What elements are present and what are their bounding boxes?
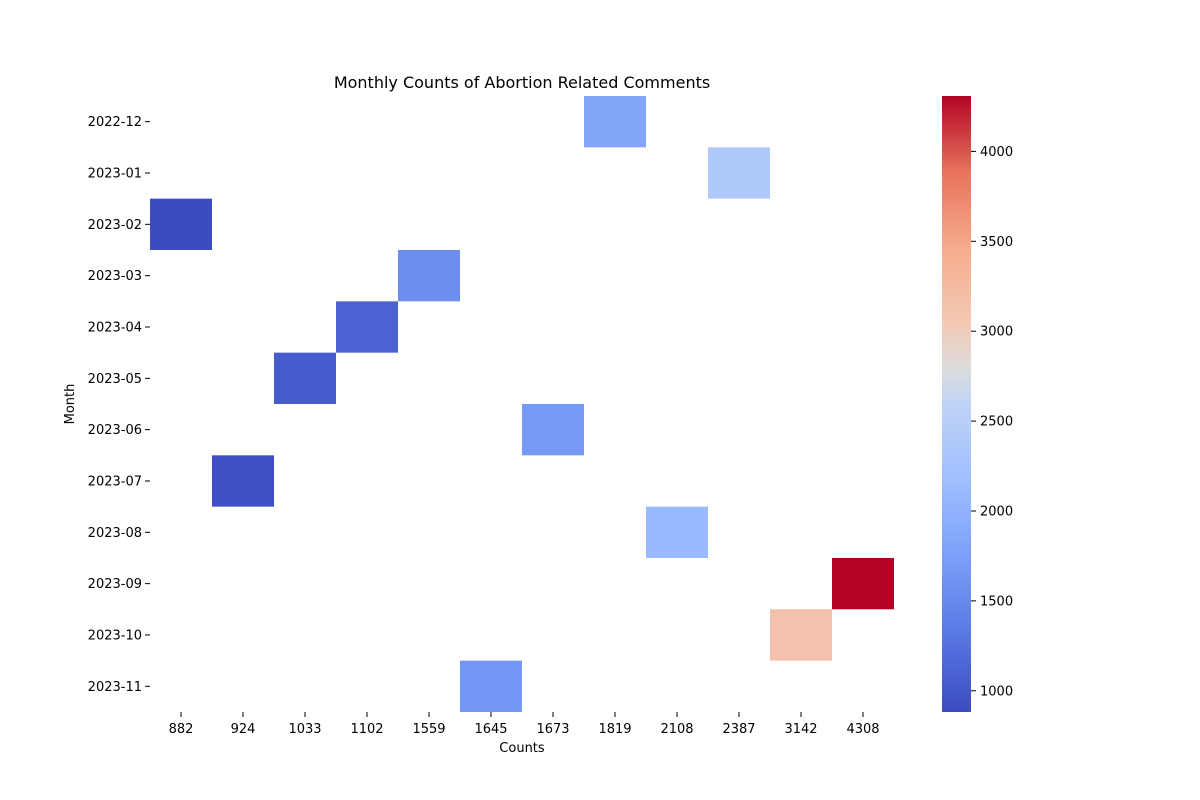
heatmap-cell — [770, 609, 832, 661]
x-tick-label: 924 — [231, 722, 256, 737]
y-tick-label: 2023-10 — [88, 628, 142, 643]
colorbar-gradient — [942, 96, 971, 712]
colorbar-tick-label: 2500 — [980, 415, 1013, 430]
heatmap-cell — [522, 403, 584, 456]
y-tick-label: 2023-09 — [88, 577, 142, 592]
y-tick-label: 2023-06 — [88, 423, 142, 438]
y-tick-label: 2023-03 — [88, 269, 142, 284]
heatmap-cell — [832, 557, 894, 610]
x-tick-label: 1645 — [474, 722, 507, 737]
heatmap-cell — [584, 96, 646, 148]
x-tick-label: 2387 — [722, 722, 755, 737]
colorbar-tick-label: 3500 — [980, 235, 1013, 250]
x-tick-label: 1819 — [598, 722, 631, 737]
y-tick-label: 2023-02 — [88, 218, 142, 233]
y-tick-label: 2022-12 — [88, 115, 142, 130]
y-tick-label: 2023-01 — [88, 166, 142, 181]
y-tick-label: 2023-05 — [88, 372, 142, 387]
y-tick-label: 2023-11 — [88, 680, 142, 695]
x-axis-label: Counts — [499, 741, 545, 756]
heatmap-cell — [212, 455, 274, 507]
y-axis-label: Month — [63, 384, 78, 425]
heatmap-cell — [336, 301, 398, 353]
y-tick-label: 2023-07 — [88, 474, 142, 489]
x-tick-label: 3142 — [784, 722, 817, 737]
heatmap-cell — [708, 147, 770, 199]
x-tick-label: 1673 — [536, 722, 569, 737]
y-tick-label: 2023-04 — [88, 320, 142, 335]
colorbar-tick-label: 3000 — [980, 325, 1013, 340]
colorbar-tick-label: 2000 — [980, 504, 1013, 519]
heatmap-cell — [274, 352, 336, 404]
x-tick-label: 1559 — [412, 722, 445, 737]
x-tick-label: 2108 — [660, 722, 693, 737]
heatmap-cell — [646, 506, 708, 558]
x-tick-label: 4308 — [846, 722, 879, 737]
y-tick-label: 2023-08 — [88, 526, 142, 541]
heatmap-cells — [150, 96, 894, 712]
x-axis: 882 924 1033 1102 1559 1645 1673 1819 2108 2387 31… — [169, 711, 880, 737]
colorbar-tick-label: 1500 — [980, 594, 1013, 609]
x-tick-label: 1102 — [350, 722, 383, 737]
heatmap-cell — [398, 249, 460, 302]
colorbar-tick-label: 4000 — [980, 145, 1013, 160]
colorbar-ticks: 1000 1500 2000 2500 3000 3500 4000 — [971, 145, 1013, 699]
colorbar: 1000 1500 2000 2500 3000 3500 4000 — [942, 96, 1013, 712]
chart-title: Monthly Counts of Abortion Related Comme… — [334, 73, 710, 92]
heatmap-cell — [150, 198, 212, 250]
y-axis: 2022-12 2023-01 2023-02 2023-03 2023-04 2023-… — [88, 115, 150, 695]
colorbar-tick-label: 1000 — [980, 684, 1013, 699]
x-tick-label: 882 — [169, 722, 194, 737]
x-tick-label: 1033 — [288, 722, 321, 737]
heatmap-cell — [460, 660, 522, 712]
